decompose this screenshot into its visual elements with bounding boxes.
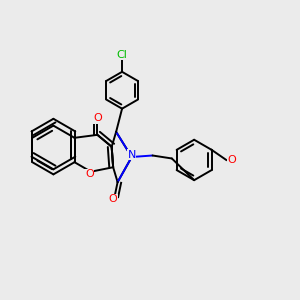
Text: O: O (228, 155, 237, 165)
Text: N: N (128, 150, 136, 160)
Text: O: O (109, 194, 118, 204)
Text: O: O (93, 113, 102, 123)
Text: O: O (85, 169, 94, 179)
Text: Cl: Cl (117, 50, 128, 60)
